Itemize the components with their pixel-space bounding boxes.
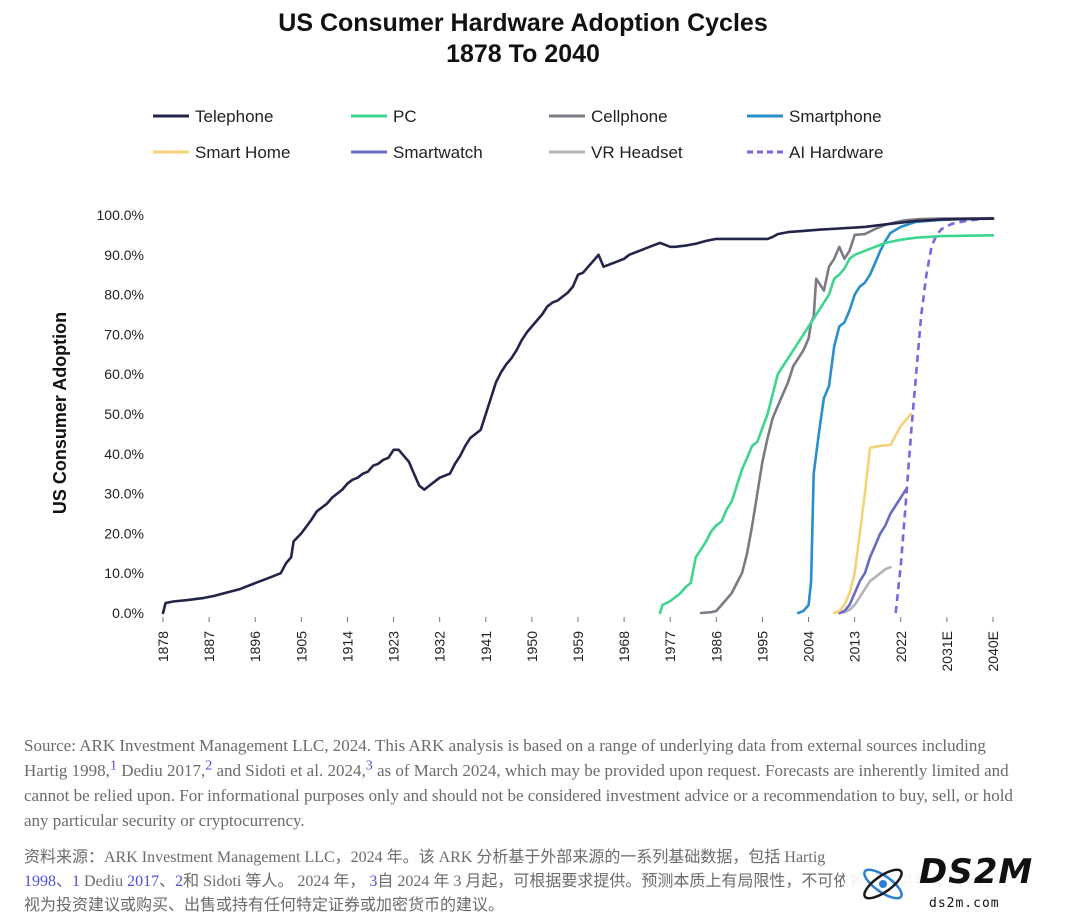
legend-label-ai-hardware: AI Hardware xyxy=(789,143,883,162)
x-tick-label: 2040E xyxy=(985,631,1001,671)
x-tick-label: 1941 xyxy=(478,631,494,662)
series-line-smartphone xyxy=(797,217,995,615)
source-en-text-1: Source: ARK Investment Management LLC, 2… xyxy=(24,736,986,780)
source-cn-text-1: 资料来源：ARK Investment Management LLC，2024 … xyxy=(24,849,826,866)
footnote-ref-1[interactable]: 1 xyxy=(109,758,117,774)
y-tick-label: 90.0% xyxy=(104,247,144,263)
x-tick-label: 1923 xyxy=(386,631,402,662)
y-tick-label: 30.0% xyxy=(104,486,144,502)
y-tick-label: 70.0% xyxy=(104,326,144,342)
legend-label-telephone: Telephone xyxy=(195,107,273,126)
x-tick-label: 1887 xyxy=(201,631,217,662)
y-tick-label: 0.0% xyxy=(112,605,144,621)
source-cn-text-4: 、 xyxy=(159,873,176,890)
legend-label-smartphone: Smartphone xyxy=(789,107,882,126)
x-tick-label: 1905 xyxy=(293,631,309,662)
y-tick-label: 60.0% xyxy=(104,366,144,382)
y-tick-label: 50.0% xyxy=(104,406,144,422)
x-tick-label: 1995 xyxy=(754,631,770,662)
legend-label-cellphone: Cellphone xyxy=(591,107,668,126)
plot-area xyxy=(161,216,995,615)
x-tick-label: 1959 xyxy=(570,631,586,662)
chart-title-line-1: US Consumer Hardware Adoption Cycles xyxy=(278,9,767,37)
source-cn-text-2: 、 xyxy=(56,873,73,890)
source-en-text-3: and Sidoti et al. 2024, xyxy=(212,761,366,780)
cn-footnote-ref-3[interactable]: 3 xyxy=(369,873,378,890)
legend-label-pc: PC xyxy=(393,107,417,126)
cn-footnote-ref-1[interactable]: 1 xyxy=(72,873,81,890)
legend-label-smart-home: Smart Home xyxy=(195,143,290,162)
legend-label-vr-headset: VR Headset xyxy=(591,143,683,162)
source-cn-text-3: Dediu xyxy=(80,873,128,890)
source-en-text-4: as of March 2024, which may be provided … xyxy=(24,761,1013,830)
x-tick-label: 2022 xyxy=(893,631,909,662)
x-tick-label: 2013 xyxy=(847,631,863,662)
y-tick-label: 10.0% xyxy=(104,565,144,581)
watermark: DS2M ds2m.com xyxy=(845,850,1075,920)
y-tick-label: 20.0% xyxy=(104,525,144,541)
source-en-text-2: Dediu 2017, xyxy=(116,761,206,780)
footnote-ref-2[interactable]: 2 xyxy=(205,758,213,774)
series-line-smartwatch xyxy=(838,488,908,615)
x-tick-label: 2004 xyxy=(801,631,817,662)
series-line-vr-headset xyxy=(838,565,892,615)
x-tick-label: 1950 xyxy=(524,631,540,662)
x-tick-label: 1914 xyxy=(339,631,355,662)
y-axis: 0.0% 10.0% 20.0% 30.0% 40.0% 50.0% 60.0% 70.0% 8… xyxy=(97,207,144,621)
x-tick-label: 1896 xyxy=(247,631,263,662)
watermark-domain: ds2m.com xyxy=(929,896,1000,911)
source-cn-text-5: 和 Sidoti 等人。 2024 年， xyxy=(183,873,370,890)
source-note-en: Source: ARK Investment Management LLC, 2… xyxy=(24,733,1024,833)
x-tick-label: 1968 xyxy=(616,631,632,662)
x-tick-label: 2031E xyxy=(939,631,955,671)
x-tick-label: 1977 xyxy=(662,631,678,662)
chart-title-line-2: 1878 To 2040 xyxy=(446,40,600,68)
series-line-telephone xyxy=(161,217,995,615)
x-tick-label: 1986 xyxy=(708,631,724,662)
legend: Telephone PC Cellphone Smartphone Smart Home… xyxy=(153,107,883,162)
chart: US Consumer Hardware Adoption Cycles 187… xyxy=(50,9,1001,671)
footnote-ref-3[interactable]: 3 xyxy=(365,758,373,774)
y-tick-label: 40.0% xyxy=(104,446,144,462)
y-tick-label: 100.0% xyxy=(97,207,144,223)
series-line-pc xyxy=(658,234,995,615)
watermark-name: DS2M xyxy=(919,852,1034,892)
cn-footnote-ref-2[interactable]: 2 xyxy=(175,873,184,890)
x-axis: 1878 1887 1896 1905 1914 1923 1932 1941 1950 1959… xyxy=(155,617,1001,671)
cn-link-2017[interactable]: 2017 xyxy=(127,873,160,890)
y-tick-label: 80.0% xyxy=(104,287,144,303)
y-axis-label: US Consumer Adoption xyxy=(50,312,70,514)
series-line-cellphone xyxy=(699,216,995,615)
legend-label-smartwatch: Smartwatch xyxy=(393,143,483,162)
cn-link-1998[interactable]: 1998 xyxy=(24,873,56,890)
atom-logo-icon xyxy=(863,868,903,900)
x-tick-label: 1878 xyxy=(155,631,171,662)
series-line-smart-home xyxy=(832,412,913,615)
x-tick-label: 1932 xyxy=(432,631,448,662)
